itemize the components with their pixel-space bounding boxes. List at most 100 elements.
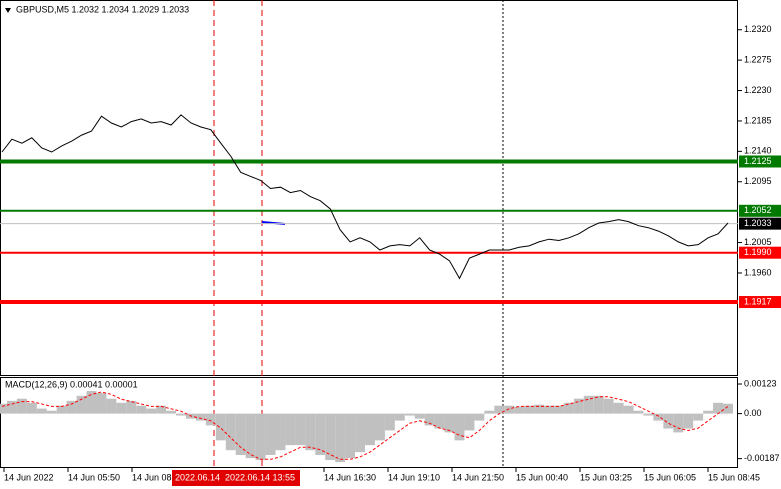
y-tick-label: 1.2275 xyxy=(744,55,772,65)
macd-bar xyxy=(355,413,365,453)
macd-bar xyxy=(275,413,286,451)
macd-bar xyxy=(693,413,704,421)
macd-bar xyxy=(563,402,574,414)
macd-tick-label: -0.00187 xyxy=(744,453,780,463)
macd-bar xyxy=(464,413,475,431)
macd-bar xyxy=(315,413,326,456)
macd-bar xyxy=(613,402,624,414)
macd-bar xyxy=(723,403,733,414)
macd-bar xyxy=(683,413,694,429)
macd-bar xyxy=(404,413,415,416)
macd-tick-label: 0.00123 xyxy=(744,378,777,388)
macd-bar xyxy=(524,405,535,414)
macd-bar xyxy=(265,413,276,456)
macd-bar xyxy=(255,413,266,461)
level-label-bg xyxy=(739,246,781,259)
macd-bar xyxy=(225,413,236,451)
macd-bar xyxy=(66,400,77,414)
macd-bar xyxy=(713,402,724,414)
level-label-bg xyxy=(739,155,781,168)
macd-bar xyxy=(215,413,226,441)
y-tick-label: 1.2230 xyxy=(744,85,772,95)
crosshair-label-bg xyxy=(222,470,300,486)
macd-bar xyxy=(633,410,644,414)
macd-bar xyxy=(116,402,127,414)
macd-bar xyxy=(86,390,97,414)
symbol-icon xyxy=(5,8,11,13)
x-tick-label: 14 Jun 16:30 xyxy=(324,472,376,482)
main-pane xyxy=(0,0,738,376)
macd-bar xyxy=(345,413,356,459)
macd-bar xyxy=(514,406,525,414)
x-tick-label: 15 Jun 08:45 xyxy=(708,472,760,482)
level-label-bg xyxy=(739,204,781,217)
macd-bar xyxy=(643,413,654,416)
macd-bar xyxy=(295,413,306,446)
macd-bar xyxy=(444,413,455,433)
macd-bar xyxy=(156,405,167,414)
macd-bar xyxy=(494,405,505,414)
y-tick-label: 1.1960 xyxy=(744,267,772,277)
macd-tick-label: 0.00 xyxy=(744,408,762,418)
macd-bar xyxy=(365,413,375,446)
macd-bar xyxy=(583,395,594,414)
macd-bar xyxy=(166,410,177,414)
current-price-label: 1.2033 xyxy=(744,218,772,228)
macd-bar xyxy=(384,413,395,431)
crosshair-label: 2022.06.14 xyxy=(175,472,220,482)
x-tick-label: 15 Jun 03:25 xyxy=(580,472,632,482)
macd-bar xyxy=(623,405,634,414)
macd-bar xyxy=(653,413,664,421)
macd-bar xyxy=(46,410,57,414)
macd-bar xyxy=(484,410,495,414)
macd-bar xyxy=(673,413,684,433)
x-tick-label: 14 Jun 21:50 xyxy=(452,472,504,482)
y-tick-label: 1.2320 xyxy=(744,24,772,34)
macd-bar xyxy=(394,413,405,421)
macd-bar xyxy=(703,410,714,414)
macd-bar xyxy=(96,392,107,414)
macd-bar xyxy=(126,400,137,414)
macd-bar xyxy=(36,408,47,414)
macd-bar xyxy=(454,413,465,441)
macd-bar xyxy=(593,395,604,414)
macd-bar xyxy=(245,413,256,459)
macd-bar xyxy=(474,413,485,421)
y-tick-label: 1.2185 xyxy=(744,115,772,125)
macd-bar xyxy=(0,403,7,414)
macd-bar xyxy=(434,413,445,429)
macd-bar xyxy=(146,408,157,414)
macd-bar xyxy=(544,405,554,414)
macd-bar xyxy=(424,413,435,426)
x-tick-label: 15 Jun 06:05 xyxy=(644,472,696,482)
macd-bar xyxy=(76,395,87,414)
macd-bar xyxy=(573,398,584,414)
x-tick-label: 14 Jun 2022 xyxy=(4,472,54,482)
chart-title: GBPUSD,M5 1.2032 1.2034 1.2029 1.2033 xyxy=(16,4,189,14)
macd-bar xyxy=(136,405,147,414)
macd-bar xyxy=(16,398,27,414)
macd-bar xyxy=(56,405,67,414)
macd-bar xyxy=(305,413,316,451)
macd-bar xyxy=(176,413,186,416)
x-tick-label: 14 Jun 19:10 xyxy=(388,472,440,482)
macd-bar xyxy=(374,413,385,441)
crosshair-label-bg xyxy=(172,470,222,486)
macd-signal xyxy=(1,391,729,460)
crosshair-label: 2022.06.14 13:55 xyxy=(225,472,295,482)
macd-bar xyxy=(504,405,515,414)
y-tick-label: 1.2005 xyxy=(744,237,772,247)
macd-bar xyxy=(414,413,425,419)
current-price-bg xyxy=(739,217,781,230)
level-label: 1.2052 xyxy=(744,205,772,215)
x-tick-label: 14 Jun 08: xyxy=(132,472,174,482)
macd-bar xyxy=(195,413,206,421)
price-line xyxy=(1,114,729,280)
level-label: 1.1990 xyxy=(744,247,772,257)
y-tick-label: 1.2140 xyxy=(744,146,772,156)
x-tick-label: 14 Jun 05:50 xyxy=(68,472,120,482)
x-tick-label: 15 Jun 00:40 xyxy=(516,472,568,482)
macd-bar xyxy=(553,405,564,414)
macd-bar xyxy=(6,400,17,414)
